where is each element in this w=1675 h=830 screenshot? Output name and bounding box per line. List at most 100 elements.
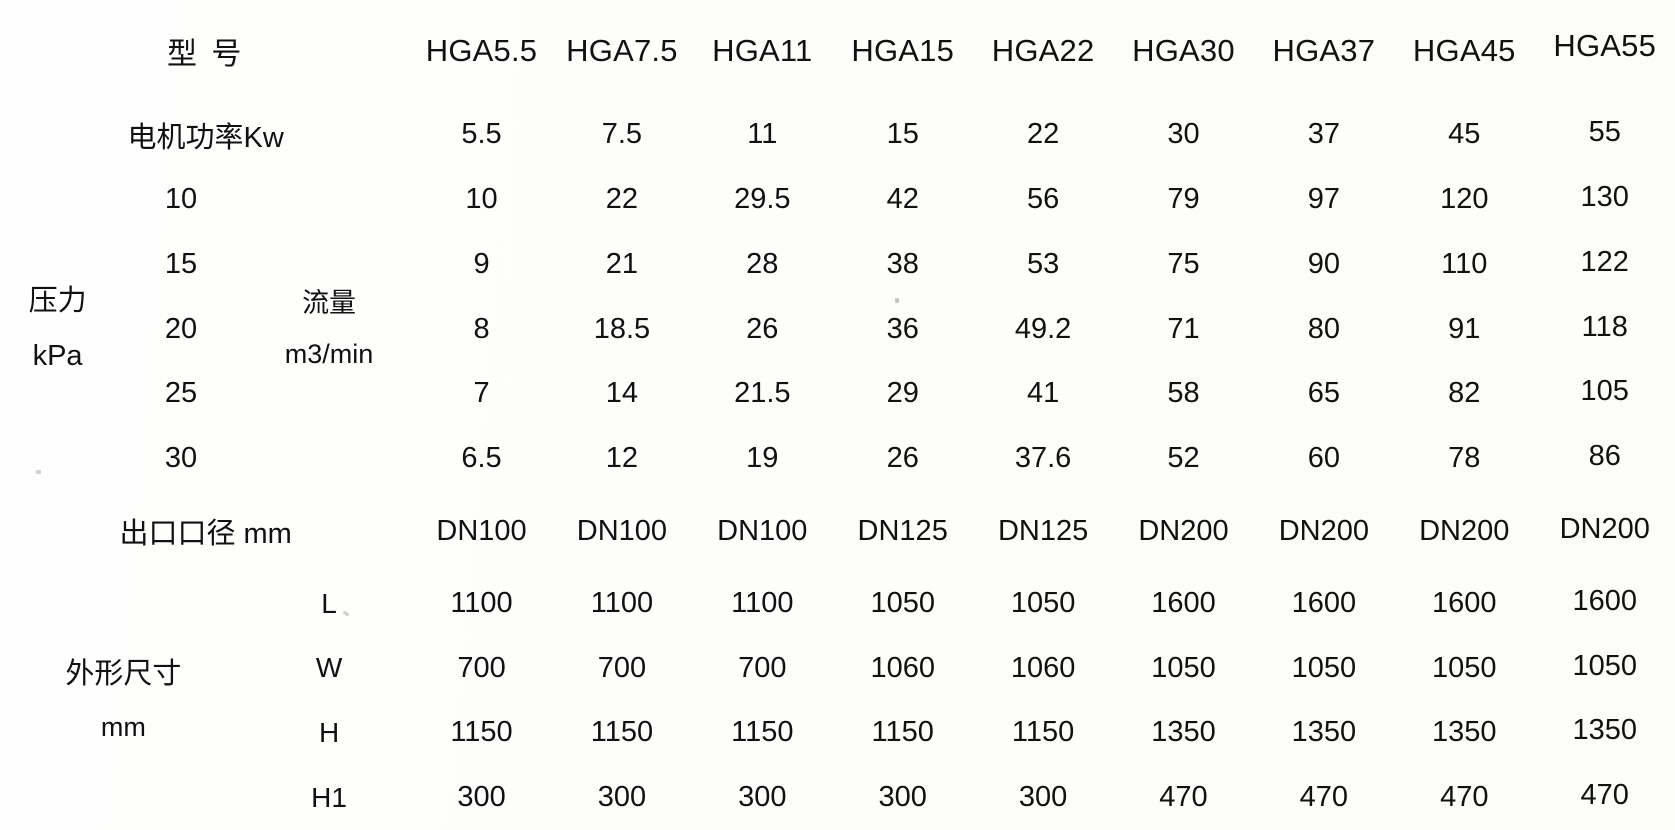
cell-value: 78: [1448, 441, 1481, 474]
table-row-model-header: 型 号 HGA5.5 HGA7.5 HGA11 HGA15 HGA22 HGA3…: [0, 0, 1675, 103]
cell-value: 700: [738, 651, 787, 684]
cell-value: 1150: [871, 716, 934, 749]
table-row-dimension-w: W 700 700 700 1060 1060 1050 1050 1050 1…: [0, 636, 1675, 701]
model-header-cell: HGA30: [1113, 0, 1253, 103]
dimension-value: 1150: [552, 701, 692, 766]
flow-label-unit: m3/min: [284, 339, 374, 370]
flow-value: 91: [1394, 297, 1534, 362]
scan-artifact: [895, 298, 899, 303]
model-header-cell: HGA5.5: [411, 0, 551, 103]
motor-power-value: 30: [1113, 103, 1253, 168]
dimension-key: W: [247, 636, 412, 701]
table-row-pressure-10: 压力 kPa 10 流量 m3/min 10 22 29.5 42: [0, 167, 1675, 372]
model-label-text: 型 号: [166, 38, 245, 72]
dimension-value: 1050: [1254, 636, 1394, 701]
cell-value: 37: [1307, 118, 1340, 151]
cell-value: 22: [1026, 118, 1060, 151]
dimension-value: 1350: [1534, 701, 1675, 766]
cell-value: 15: [164, 247, 198, 280]
cell-value: 71: [1167, 312, 1200, 345]
cell-value: 300: [597, 781, 647, 814]
dimension-value: 300: [973, 765, 1113, 830]
flow-value: 14: [552, 361, 692, 426]
motor-power-value: 15: [833, 103, 973, 168]
cell-value: 21: [605, 247, 639, 280]
cell-value: 1050: [870, 587, 935, 619]
outlet-value: DN100: [692, 491, 832, 571]
cell-value: 29: [886, 377, 919, 410]
cell-value: 6.5: [461, 441, 502, 474]
cell-value: 105: [1580, 375, 1629, 408]
flow-value: 37.6: [973, 426, 1113, 491]
model-header-cell: HGA55: [1534, 0, 1675, 103]
cell-value: 1050: [1572, 649, 1637, 682]
dimension-key: H: [247, 701, 412, 766]
cell-value: 122: [1580, 245, 1629, 278]
cell-value: 80: [1307, 312, 1340, 345]
cell-value: 42: [886, 183, 919, 216]
cell-value: 5.5: [461, 118, 502, 151]
outlet-value: DN100: [411, 491, 551, 571]
flow-value: 18.5: [552, 297, 692, 362]
cell-value: 26: [746, 312, 779, 345]
model-name: HGA30: [1132, 33, 1235, 69]
flow-value: 71: [1113, 297, 1253, 362]
table-row-dimension-h: H 1150 1150 1150 1150 1150 1350 1350 135…: [0, 701, 1675, 766]
dimension-value: 700: [692, 636, 832, 701]
dimension-value: 1150: [973, 701, 1113, 766]
flow-value: 122: [1534, 232, 1675, 297]
flow-value: 82: [1394, 361, 1534, 426]
cell-value: 130: [1580, 181, 1629, 214]
dimension-value: 1600: [1254, 571, 1394, 636]
outlet-value: DN200: [1534, 491, 1675, 571]
flow-value: 36: [833, 297, 973, 362]
cell-value: 86: [1588, 439, 1621, 472]
dimension-value: 1150: [692, 701, 832, 766]
model-name: HGA15: [851, 33, 955, 69]
flow-value: 52: [1113, 426, 1253, 491]
cell-value: DN125: [997, 514, 1089, 547]
cell-value: 19: [746, 441, 779, 474]
dimension-value: 1050: [1113, 636, 1253, 701]
model-name: HGA11: [712, 33, 813, 69]
flow-value: 105: [1534, 361, 1675, 426]
cell-value: 1350: [1151, 716, 1216, 749]
flow-value: 53: [973, 232, 1113, 297]
flow-value: 9: [411, 232, 551, 297]
cell-value: 1050: [1010, 587, 1076, 619]
cell-value: 26: [886, 441, 919, 474]
cell-value: 15: [886, 118, 919, 151]
flow-value: 21: [552, 232, 692, 297]
model-name: HGA22: [991, 33, 1095, 69]
dimension-value: 1600: [1534, 571, 1675, 636]
cell-value: 1350: [1572, 714, 1637, 747]
model-header-cell: HGA22: [973, 0, 1113, 103]
cell-value: 1350: [1291, 716, 1357, 749]
cell-value: 8: [473, 312, 490, 345]
cell-value: 9: [473, 247, 490, 280]
cell-value: 1100: [590, 587, 654, 619]
scan-artifact: [36, 470, 41, 474]
cell-value: 470: [1159, 781, 1208, 814]
dimension-key-text: H: [318, 716, 340, 748]
cell-value: 56: [1026, 183, 1060, 216]
flow-value: 41: [973, 361, 1113, 426]
model-name: HGA55: [1553, 28, 1657, 64]
cell-value: 25: [164, 377, 198, 410]
flow-value: 110: [1394, 232, 1534, 297]
cell-value: 36: [886, 312, 919, 345]
cell-value: 700: [597, 651, 647, 684]
flow-value: 8: [411, 297, 551, 362]
outlet-value: DN200: [1113, 491, 1253, 571]
outlet-value: DN100: [552, 491, 692, 571]
pressure-label-cn: 压力: [28, 284, 87, 317]
dimension-value: 1050: [1394, 636, 1534, 701]
cell-value: 300: [878, 781, 927, 814]
dimension-value: 1600: [1394, 571, 1534, 636]
cell-value: DN100: [717, 514, 808, 547]
pressure-value: 20: [115, 297, 247, 362]
dimension-value: 470: [1534, 765, 1675, 830]
cell-value: 55: [1588, 116, 1621, 149]
flow-value: 90: [1254, 232, 1394, 297]
